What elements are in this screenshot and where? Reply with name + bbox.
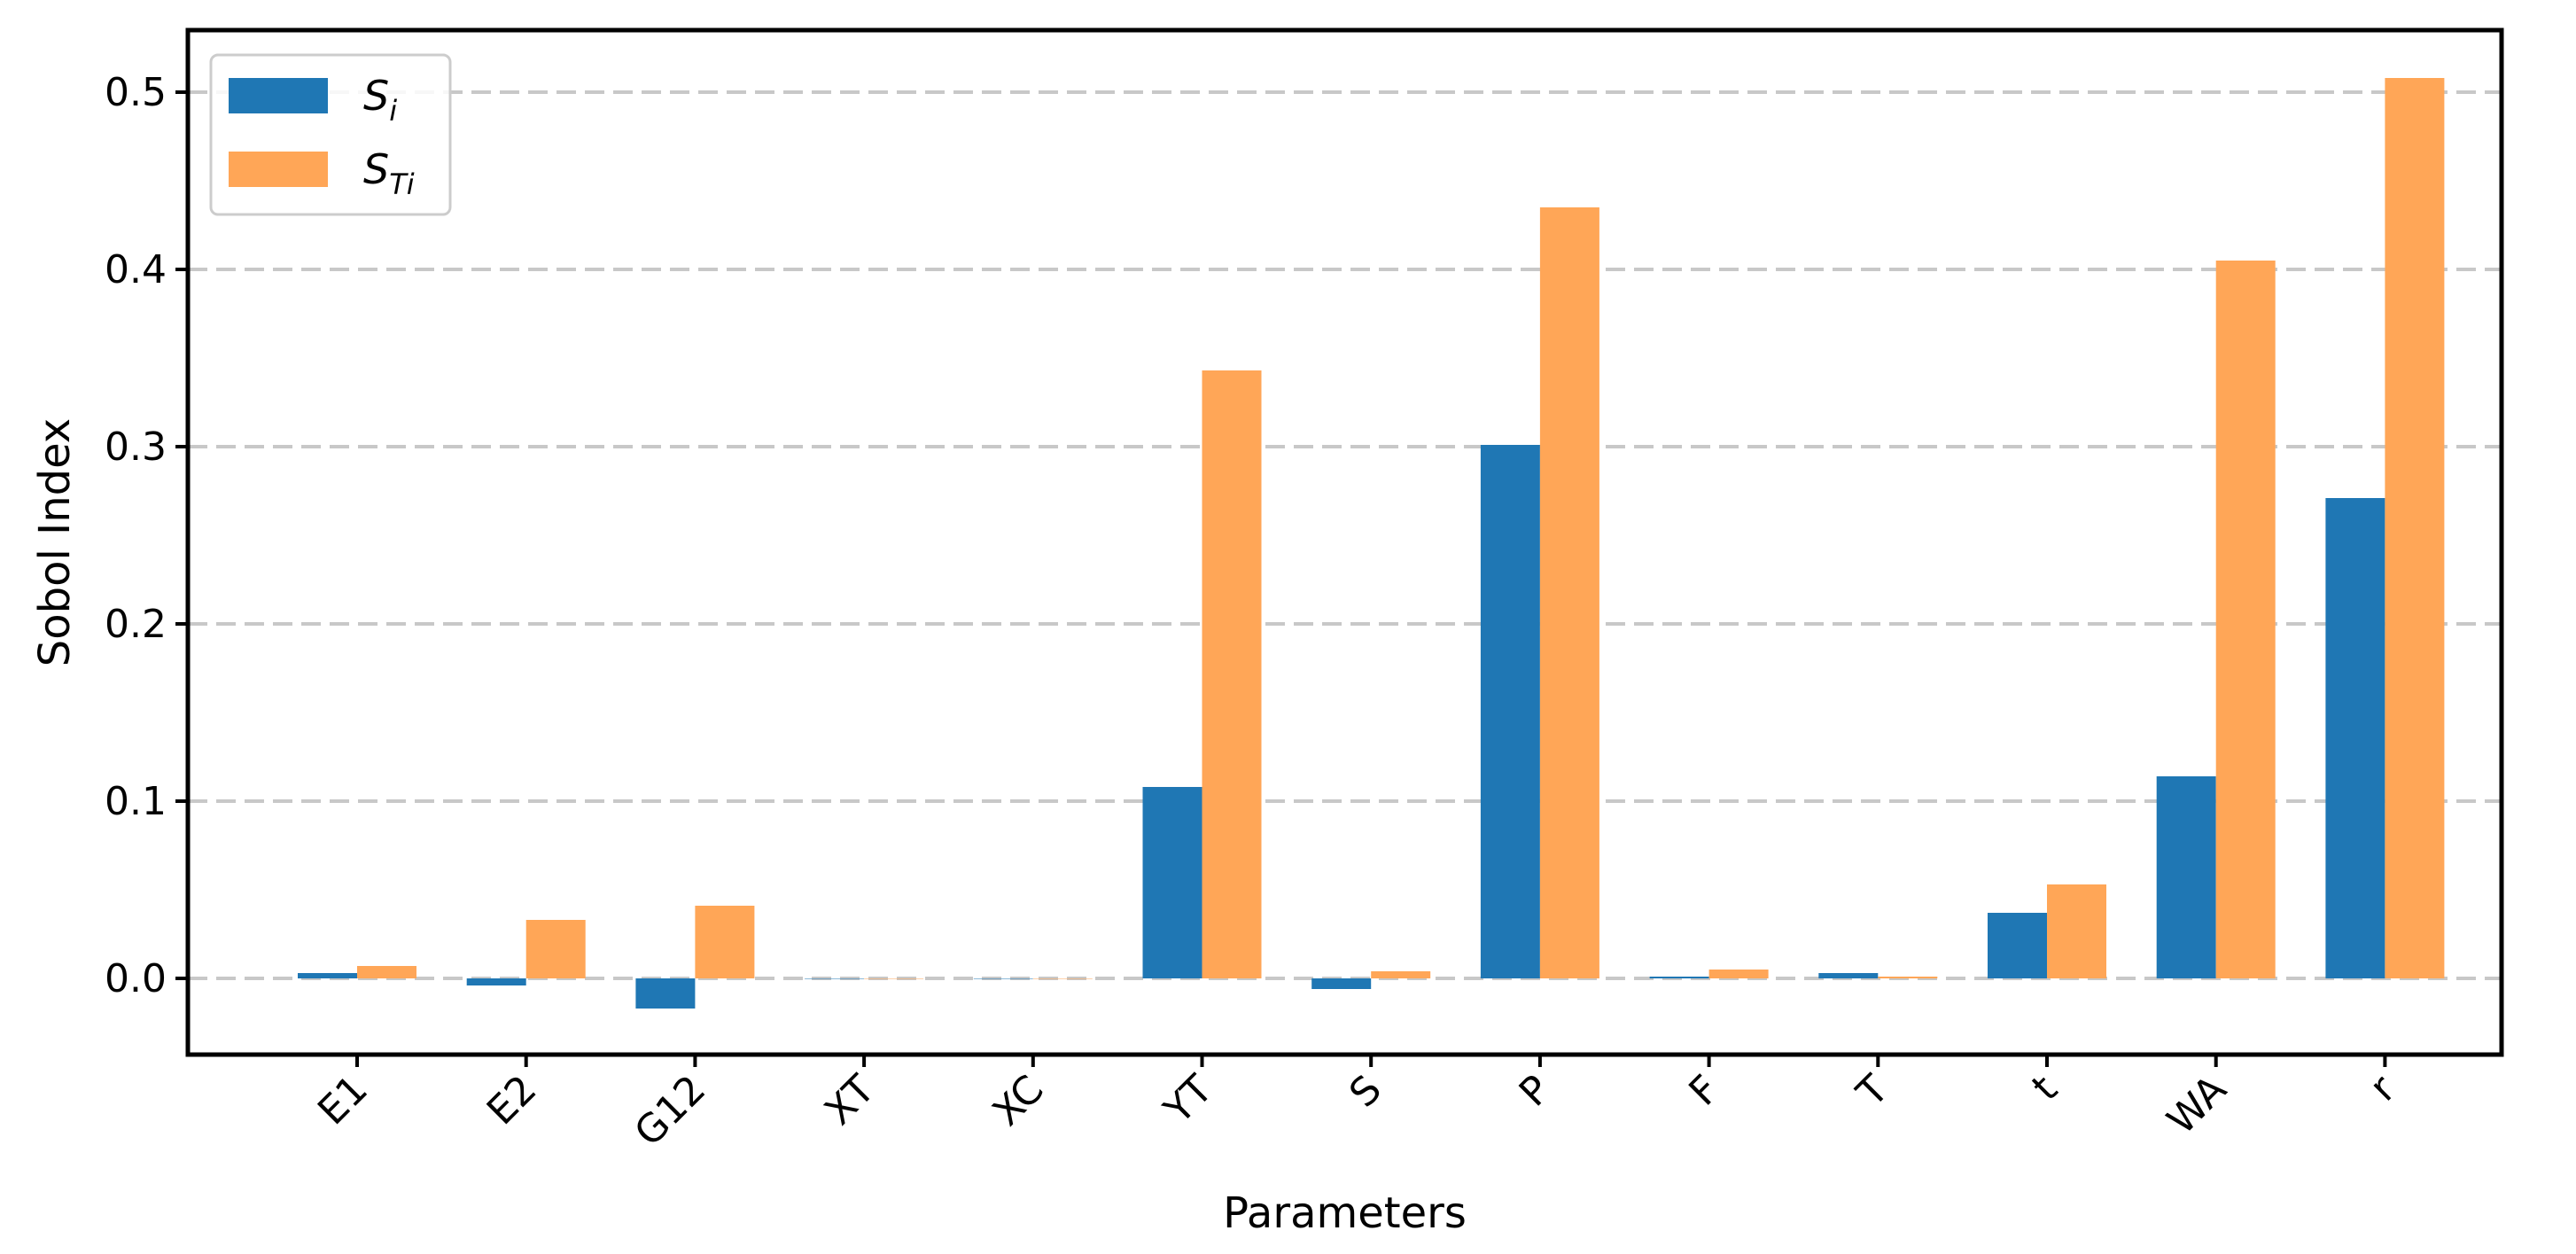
bar-E2-si bbox=[466, 978, 526, 985]
x-axis-label: Parameters bbox=[1223, 1188, 1467, 1238]
bar-r-sti bbox=[2385, 78, 2445, 978]
y-tick-label: 0.4 bbox=[105, 247, 167, 292]
bars bbox=[298, 78, 2445, 1009]
y-tick-label: 0.0 bbox=[105, 956, 167, 1001]
bar-YT-sti bbox=[1202, 370, 1262, 978]
bar-T-si bbox=[1818, 973, 1879, 978]
legend-label: STi bbox=[363, 145, 415, 201]
bar-E2-sti bbox=[525, 920, 586, 978]
bar-F-si bbox=[1649, 977, 1709, 978]
bar-WA-sti bbox=[2215, 261, 2276, 978]
legend-label-main: S bbox=[363, 145, 389, 193]
bar-XC-si bbox=[973, 978, 1033, 979]
y-tick-label: 0.3 bbox=[105, 424, 167, 470]
bar-T-sti bbox=[1878, 977, 1938, 978]
bar-XC-sti bbox=[1032, 978, 1093, 979]
bar-E1-si bbox=[298, 973, 357, 978]
legend-label-subscript: Ti bbox=[389, 167, 415, 201]
y-tick-label: 0.2 bbox=[105, 602, 167, 647]
y-ticks: 0.0 0.1 0.2 0.3 0.4 0.5 bbox=[105, 70, 188, 1001]
bar-YT-si bbox=[1142, 787, 1202, 978]
bar-t-si bbox=[1988, 913, 2047, 978]
bar-XT-si bbox=[805, 978, 865, 979]
y-tick-label: 0.1 bbox=[105, 779, 167, 824]
y-axis-label: Sobol Index bbox=[30, 418, 80, 666]
bar-WA-si bbox=[2156, 776, 2216, 978]
bar-XT-sti bbox=[864, 978, 924, 979]
bar-F-sti bbox=[1708, 970, 1769, 978]
bar-P-si bbox=[1480, 445, 1540, 978]
bar-E1-sti bbox=[357, 966, 416, 978]
bar-G12-si bbox=[635, 978, 696, 1009]
legend-swatch bbox=[229, 152, 328, 187]
legend-label-main: S bbox=[363, 72, 389, 120]
bar-G12-sti bbox=[695, 906, 755, 978]
plot-frame bbox=[185, 27, 2504, 1057]
legend-label: Si bbox=[363, 72, 397, 128]
bar-S-sti bbox=[1371, 971, 1431, 978]
bar-P-sti bbox=[1539, 207, 1599, 978]
y-tick-label: 0.5 bbox=[105, 70, 167, 115]
legend-swatch bbox=[229, 78, 328, 113]
bar-S-si bbox=[1311, 978, 1372, 989]
bar-t-sti bbox=[2047, 884, 2106, 978]
bar-r-si bbox=[2325, 498, 2385, 978]
legend-label-subscript: i bbox=[389, 94, 397, 128]
